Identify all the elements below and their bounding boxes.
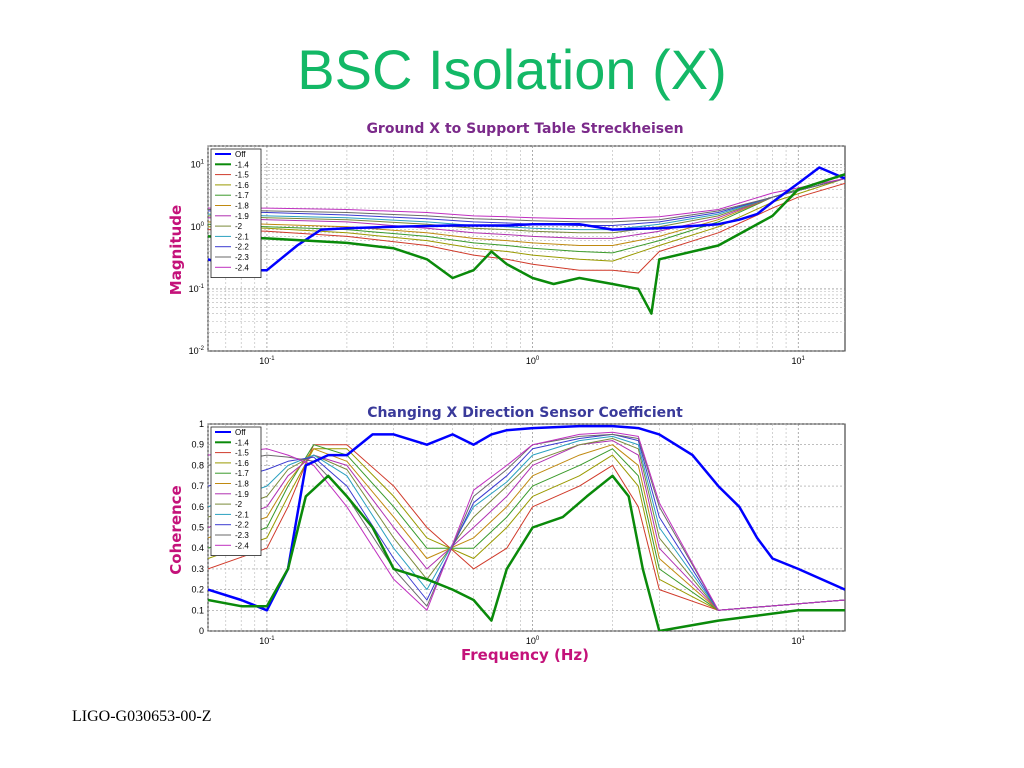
series-line-m1m7 [208,173,845,254]
x-tick-label: 100 [526,636,540,646]
y-tick-label: 0.1 [191,605,204,615]
x-tick-label: 101 [792,636,806,646]
series-line-off [208,166,845,272]
series-line-m2m2 [208,178,845,226]
series-line-m2m2 [208,433,845,611]
legend-label: -1.5 [235,449,249,458]
series-line-m1m9 [208,440,845,611]
legend-label: -2.3 [235,253,249,262]
series-line-m2 [208,178,845,234]
legend-label: -2 [235,500,243,509]
footer-document-id: LIGO-G030653-00-Z [72,708,212,725]
series-line-off [208,424,845,612]
y-tick-label: 1 [199,419,204,429]
series-line-m2m1 [208,178,845,231]
plot-frame [207,423,846,632]
legend-box [210,426,262,557]
grid [207,423,845,632]
plot-frame [207,145,846,352]
legend: Off-1.4-1.5-1.6-1.7-1.8-1.9-2-2.1-2.2-2.… [210,426,262,557]
series-line-m2m1 [208,435,845,611]
legend-label: Off [235,150,246,159]
chart-title-magnitude: Ground X to Support Table Streckheisen [366,121,684,137]
series-line-m2m4 [208,431,845,611]
series-line-m1m4 [208,173,845,315]
series-group [208,424,845,631]
legend-label: -1.4 [235,160,249,169]
legend-label: -2.4 [235,541,249,550]
chart-title-coherence: Changing X Direction Sensor Coefficient [367,405,683,421]
x-tick-label: 10-1 [259,636,275,646]
grid [207,145,845,352]
legend-box [210,148,262,279]
y-tick-label: 0.9 [191,440,204,450]
y-tick-label: 0.5 [191,523,204,533]
y-tick-label: 0.7 [191,481,204,491]
series-line-m1m7 [208,444,845,611]
legend-label: -1.5 [235,171,249,180]
series-line-m2m3 [208,433,845,611]
legend-label: -1.7 [235,191,249,200]
y-axis-label-magnitude: Magnitude [167,204,185,296]
x-axis-label-frequency: Frequency (Hz) [460,646,589,664]
legend-label: -1.6 [235,459,249,468]
y-axis-label-coherence: Coherence [167,485,185,575]
y-tick-label: 0 [199,626,204,636]
series-line-m1m4 [208,474,845,631]
legend-label: -1.9 [235,212,249,221]
series-line-m1m6 [208,448,845,611]
y-tick-label: 0.2 [191,585,204,595]
y-tick-label: 10-2 [189,346,205,356]
y-tick-label: 0.3 [191,564,204,574]
legend-label: -1.4 [235,438,249,447]
legend-label: -1.8 [235,480,249,489]
y-tick-label: 0.8 [191,460,204,470]
legend-label: -2.1 [235,232,249,241]
y-tick-label: 10-1 [189,284,205,294]
legend-label: -2.3 [235,531,249,540]
y-tick-label: 100 [191,222,205,232]
legend-label: -2.1 [235,510,249,519]
legend: Off-1.4-1.5-1.6-1.7-1.8-1.9-2-2.1-2.2-2.… [210,148,262,279]
legend-label: -2.4 [235,263,249,272]
y-tick-label: 0.4 [191,543,204,553]
x-tick-label: 100 [526,356,540,366]
series-line-m1m8 [208,178,845,246]
x-tick-label: 10-1 [259,356,275,366]
series-line-m1m9 [208,178,845,239]
y-tick-label: 101 [191,160,205,170]
slide-title: BSC Isolation (X) [297,38,727,101]
legend-label: -2 [235,222,243,231]
legend-label: -1.8 [235,202,249,211]
series-group [208,166,845,315]
series-line-m1m6 [208,178,845,262]
legend-label: -1.6 [235,181,249,190]
series-line-m2m3 [208,178,845,223]
series-line-m1m5 [208,444,845,611]
x-tick-label: 101 [792,356,806,366]
legend-label: Off [235,428,246,437]
legend-label: -2.2 [235,521,249,530]
y-tick-label: 0.6 [191,502,204,512]
series-line-m1m8 [208,444,845,611]
series-line-m2m4 [208,178,845,220]
legend-label: -2.2 [235,243,249,252]
series-line-m2 [208,438,845,611]
legend-label: -1.7 [235,469,249,478]
series-line-m1m5 [208,182,845,274]
legend-label: -1.9 [235,490,249,499]
